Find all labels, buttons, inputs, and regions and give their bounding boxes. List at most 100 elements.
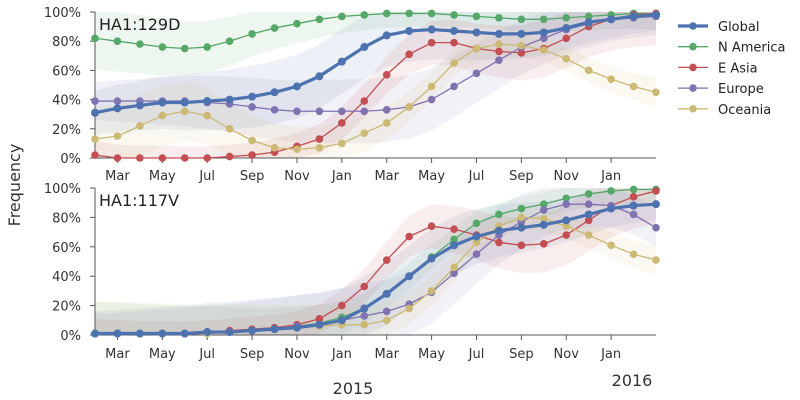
data-point-e-asia bbox=[517, 241, 526, 250]
legend-label: Oceania bbox=[718, 103, 771, 118]
x-tick-label: Nov bbox=[284, 169, 310, 184]
x-tick-label: Jul bbox=[198, 347, 215, 362]
data-point-oceania bbox=[270, 143, 279, 152]
panel-ha1-129d: 0% 20% 40% 60% 80% 100% Mar May Jul Sep Nov Jan Mar M… bbox=[44, 6, 660, 184]
data-point-europe bbox=[360, 107, 369, 116]
data-point-n-america bbox=[607, 187, 615, 195]
data-point-global bbox=[539, 28, 548, 37]
series-oceania bbox=[91, 40, 660, 154]
data-point-global bbox=[91, 108, 99, 117]
y-tick-label: 60% bbox=[52, 241, 81, 256]
data-point-oceania bbox=[113, 132, 122, 140]
data-point-n-america bbox=[562, 14, 571, 22]
data-point-oceania bbox=[607, 75, 615, 83]
data-point-europe bbox=[450, 82, 458, 91]
data-point-oceania bbox=[91, 135, 99, 143]
data-point-global bbox=[494, 29, 503, 38]
data-point-oceania bbox=[629, 250, 638, 258]
y-tick-label: 20% bbox=[52, 123, 81, 138]
y-tick-label: 80% bbox=[52, 211, 81, 226]
data-point-e-asia bbox=[450, 38, 458, 47]
data-point-n-america bbox=[517, 204, 526, 213]
legend: Global N America E Asia Europe Oceania bbox=[678, 20, 785, 118]
data-point-global bbox=[225, 328, 234, 337]
y-tick-label: 100% bbox=[44, 182, 81, 197]
legend-label: E Asia bbox=[718, 61, 758, 76]
data-point-global bbox=[472, 28, 481, 37]
data-point-europe bbox=[495, 56, 503, 64]
x-tick-label: May bbox=[418, 169, 445, 184]
data-point-n-america bbox=[584, 190, 593, 198]
data-point-n-america bbox=[270, 24, 279, 32]
y-tick-label: 0% bbox=[60, 329, 81, 344]
data-point-n-america bbox=[450, 11, 458, 19]
series-global bbox=[91, 200, 660, 338]
data-point-global bbox=[382, 289, 391, 298]
data-point-oceania bbox=[607, 241, 615, 250]
legend-swatch-marker bbox=[689, 105, 697, 113]
x-tick-label: Nov bbox=[554, 169, 580, 184]
data-point-e-asia bbox=[382, 256, 391, 264]
data-point-global bbox=[652, 200, 660, 209]
data-point-oceania bbox=[562, 222, 571, 231]
data-point-n-america bbox=[91, 34, 99, 43]
data-point-n-america bbox=[472, 219, 481, 228]
data-point-n-america bbox=[405, 9, 413, 18]
data-point-global bbox=[517, 29, 526, 38]
data-point-global bbox=[158, 98, 167, 107]
data-point-global bbox=[517, 223, 526, 232]
data-point-e-asia bbox=[495, 238, 503, 247]
x-tick-label: Nov bbox=[554, 347, 580, 362]
data-point-global bbox=[472, 232, 481, 241]
data-point-oceania bbox=[584, 231, 593, 239]
data-point-n-america bbox=[540, 15, 548, 24]
data-point-oceania bbox=[450, 263, 458, 272]
x-tick-label: Jul bbox=[468, 169, 485, 184]
data-point-oceania bbox=[136, 122, 144, 130]
data-point-oceania bbox=[248, 136, 256, 145]
data-point-global bbox=[292, 82, 301, 91]
data-point-e-asia bbox=[562, 34, 571, 43]
data-point-global bbox=[584, 210, 593, 219]
data-point-oceania bbox=[405, 103, 413, 111]
data-point-n-america bbox=[495, 14, 503, 22]
data-point-oceania bbox=[427, 287, 436, 295]
data-point-oceania bbox=[382, 119, 391, 127]
data-point-global bbox=[584, 18, 593, 27]
series-global bbox=[91, 10, 660, 117]
data-point-e-asia bbox=[360, 97, 369, 105]
data-point-global bbox=[562, 24, 571, 33]
year-label-2016: 2016 bbox=[612, 371, 653, 390]
data-point-n-america bbox=[450, 235, 458, 244]
data-point-europe bbox=[540, 34, 548, 43]
y-tick-label: 40% bbox=[52, 94, 81, 109]
data-point-oceania bbox=[540, 46, 548, 54]
confidence-band-n-america bbox=[95, 188, 656, 335]
data-point-europe bbox=[293, 107, 301, 116]
data-point-europe bbox=[270, 106, 279, 114]
data-point-oceania bbox=[427, 82, 436, 91]
x-tick-label: Mar bbox=[105, 169, 130, 184]
data-point-oceania bbox=[382, 316, 391, 325]
data-point-e-asia bbox=[360, 282, 369, 291]
data-point-n-america bbox=[203, 43, 211, 51]
data-point-oceania bbox=[472, 238, 481, 247]
data-point-global bbox=[158, 329, 167, 338]
data-point-e-asia bbox=[113, 154, 122, 162]
data-point-global bbox=[91, 329, 99, 338]
y-tick-label: 80% bbox=[52, 35, 81, 50]
data-point-e-asia bbox=[450, 225, 458, 233]
x-tick-label: Sep bbox=[509, 169, 534, 184]
data-point-e-asia bbox=[517, 49, 526, 57]
data-point-oceania bbox=[562, 54, 571, 63]
x-tick-label: Nov bbox=[284, 347, 310, 362]
data-point-oceania bbox=[360, 320, 369, 329]
data-point-e-asia bbox=[629, 193, 638, 201]
data-point-europe bbox=[360, 312, 369, 320]
data-point-europe bbox=[652, 223, 660, 232]
data-point-n-america bbox=[495, 210, 503, 219]
data-point-n-america bbox=[315, 15, 324, 24]
data-point-global bbox=[135, 329, 144, 338]
